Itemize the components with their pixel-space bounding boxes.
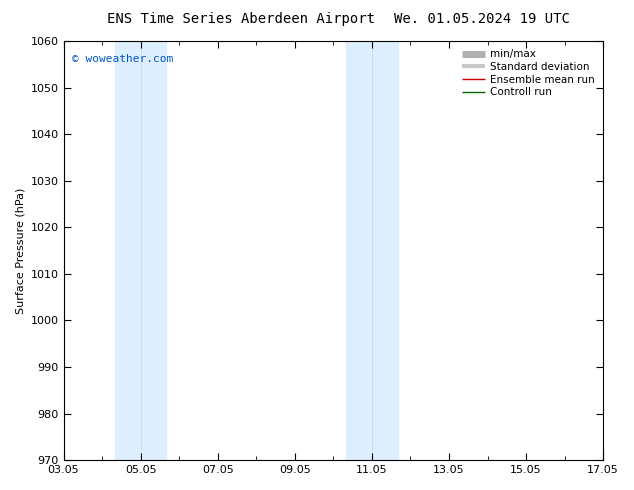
Text: ENS Time Series Aberdeen Airport: ENS Time Series Aberdeen Airport (107, 12, 375, 26)
Text: © woweather.com: © woweather.com (72, 53, 173, 64)
Y-axis label: Surface Pressure (hPa): Surface Pressure (hPa) (15, 187, 25, 314)
Bar (115, 41, 166, 460)
Text: We. 01.05.2024 19 UTC: We. 01.05.2024 19 UTC (394, 12, 570, 26)
Legend: min/max, Standard deviation, Ensemble mean run, Controll run: min/max, Standard deviation, Ensemble me… (459, 46, 598, 100)
Bar (346, 41, 398, 460)
